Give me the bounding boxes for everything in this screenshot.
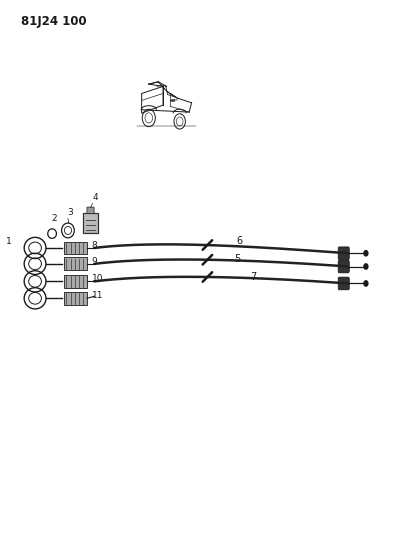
Text: 7: 7	[250, 272, 256, 282]
FancyBboxPatch shape	[338, 277, 349, 290]
Text: 2: 2	[51, 214, 57, 223]
Text: 5: 5	[234, 254, 240, 263]
FancyBboxPatch shape	[171, 99, 174, 101]
Text: 4: 4	[93, 193, 98, 203]
Circle shape	[364, 251, 368, 256]
Circle shape	[364, 281, 368, 286]
FancyBboxPatch shape	[64, 275, 87, 288]
Circle shape	[364, 264, 368, 269]
Text: 11: 11	[92, 291, 103, 300]
Text: 9: 9	[92, 257, 97, 265]
Text: 8: 8	[92, 241, 97, 250]
Text: 6: 6	[236, 236, 242, 246]
FancyBboxPatch shape	[64, 257, 87, 270]
FancyBboxPatch shape	[83, 213, 99, 233]
FancyBboxPatch shape	[87, 207, 94, 214]
Text: 1: 1	[6, 237, 12, 246]
Text: 81J24 100: 81J24 100	[21, 14, 87, 28]
FancyBboxPatch shape	[64, 241, 87, 254]
FancyBboxPatch shape	[338, 247, 349, 260]
FancyBboxPatch shape	[338, 260, 349, 273]
FancyBboxPatch shape	[64, 292, 87, 305]
Text: 10: 10	[92, 274, 103, 283]
Text: 3: 3	[67, 208, 73, 217]
